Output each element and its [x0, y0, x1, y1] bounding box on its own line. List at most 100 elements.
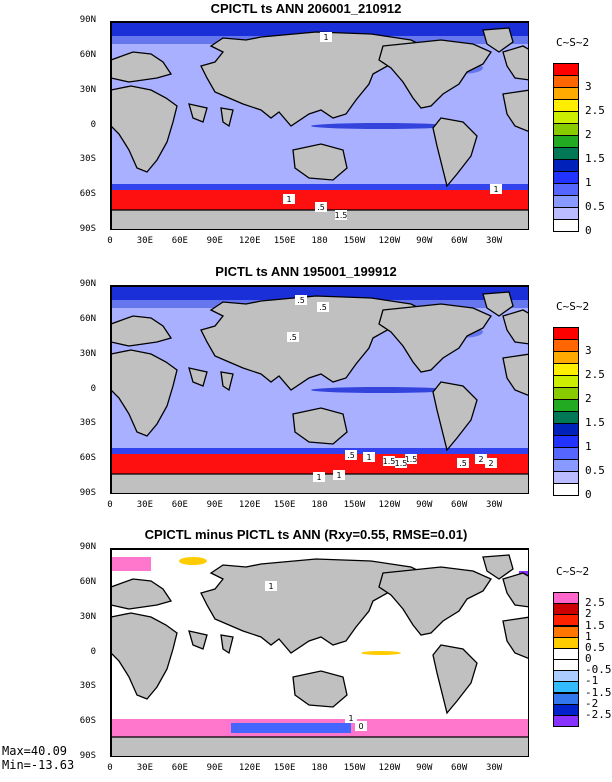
arctic-band	[111, 286, 528, 300]
x-tick-label: 60W	[451, 763, 468, 773]
contour-label-text: 1.5	[395, 459, 408, 468]
units-label: C~S~2	[556, 300, 590, 313]
colorbar-label: 1.5	[585, 618, 605, 632]
contour-label: .5	[295, 295, 307, 305]
contour-label-box	[363, 452, 375, 462]
colorbar-label: -2.5	[585, 707, 612, 721]
land-mass-2	[502, 45, 528, 81]
y-tick-label: 90N	[79, 15, 96, 25]
y-tick-label: 30S	[79, 154, 96, 165]
contour-label: .5	[287, 332, 299, 342]
equatorial-tongue	[311, 387, 451, 393]
contour-label-box	[313, 472, 325, 482]
contour-label-box	[405, 454, 417, 464]
frame-rect	[111, 549, 528, 756]
land-mass-5	[188, 367, 208, 387]
y-tick-label: 30N	[79, 84, 96, 95]
contour-label-box	[315, 202, 327, 212]
y-tick-label: 0	[90, 383, 96, 394]
contour-label-text: 2	[478, 455, 483, 464]
x-tick-label: 150E	[273, 236, 296, 246]
land-mass-1	[111, 578, 173, 610]
y-tick-label: 60N	[79, 576, 96, 587]
land-mass-11	[111, 736, 528, 756]
contour-label-box	[383, 456, 395, 466]
land-mass-3	[111, 349, 178, 437]
contour-label-text: 1	[316, 473, 321, 482]
land-mass-5	[188, 630, 208, 650]
land-mass-1	[111, 51, 173, 83]
map-svg: .5.5.5.5 1 1.5 1.51 11.5 2.5 2	[111, 286, 528, 493]
y-tick-label: 30S	[79, 681, 96, 692]
colorbar-label: 0.5	[585, 464, 605, 477]
colorbar-label: 3	[585, 80, 592, 93]
southern-ocean-edge	[111, 448, 528, 454]
y-tick-label: 0	[90, 119, 96, 130]
contour-label-text: 1	[286, 195, 291, 204]
contour-label-box	[345, 713, 357, 723]
panel-title: CPICTL ts ANN 206001_210912	[210, 1, 402, 16]
x-tick-label: 120W	[378, 763, 401, 773]
contour-label-box	[345, 450, 357, 460]
contour-label-text: .5	[347, 451, 355, 460]
y-tick-label: 30N	[79, 611, 96, 622]
x-tick-label: 120W	[378, 236, 401, 246]
southern-diff-neg	[231, 723, 351, 733]
y-tick-label: 90S	[79, 224, 96, 234]
southern-ocean-edge	[111, 184, 528, 190]
x-tick-label: 90E	[206, 236, 223, 246]
contour-label: 1.5	[405, 454, 417, 464]
contour-label: 2	[485, 458, 497, 468]
contour-label: 1	[320, 32, 332, 42]
y-tick-label: 90S	[79, 488, 96, 498]
equatorial-diff	[361, 651, 401, 655]
land-mass-9	[482, 27, 514, 53]
x-tick-label: 0	[107, 236, 113, 246]
contour-label-text: 1.5	[335, 211, 348, 220]
contour-label-box	[490, 184, 502, 194]
colorbar-label: -2	[585, 696, 599, 710]
x-tick-label: 90W	[416, 236, 433, 246]
x-tick-label: 60E	[171, 763, 188, 773]
contour-label-text: .5	[297, 296, 305, 305]
x-tick-label: 90E	[206, 500, 223, 510]
land-mass-8	[378, 566, 492, 636]
y-tick-label: 60N	[79, 313, 96, 324]
colorbar-label: 2	[585, 607, 592, 621]
contour-label-text: .5	[459, 459, 467, 468]
colorbar-label: -0.5	[585, 663, 612, 677]
x-tick-label: 60E	[171, 500, 188, 510]
contour-label-box	[320, 32, 332, 42]
panel-title: CPICTL minus PICTL ts ANN (Rxy=0.55, RMS…	[144, 527, 468, 542]
y-tick-label: 90N	[79, 542, 96, 552]
colorbar-swatch	[553, 219, 579, 232]
y-tick-label: 60S	[79, 453, 96, 464]
contour-label-text: 1.5	[383, 457, 396, 466]
contour-label: 1.5	[383, 456, 396, 466]
arctic-band	[111, 22, 528, 36]
colorbar-label: 1.5	[585, 416, 605, 429]
colorbar-label: 0	[585, 488, 592, 501]
colorbar-label: 2	[585, 392, 592, 405]
units-label: C~S~2	[556, 565, 590, 578]
x-tick-label: 30E	[136, 763, 154, 773]
x-tick-label: 150E	[273, 763, 296, 773]
map-area: 1 1.5 1.5 1	[110, 21, 529, 230]
arctic-diff-pos	[111, 557, 151, 571]
x-tick-label: 150W	[343, 236, 366, 246]
southern-ocean-band	[111, 190, 528, 210]
land-mass-1	[111, 315, 173, 347]
contour-label: .5	[345, 450, 357, 460]
colorbar-label: 2.5	[585, 104, 605, 117]
y-tick-label: 30S	[79, 418, 96, 429]
southern-ocean-band	[111, 454, 528, 474]
x-tick-label: 30W	[485, 763, 503, 773]
y-tick-label: 90S	[79, 751, 96, 761]
land-mass-9	[482, 554, 514, 580]
equatorial-tongue	[311, 123, 451, 129]
contour-label: .5	[315, 202, 327, 212]
land-mass-9	[482, 291, 514, 317]
map-frame	[111, 286, 528, 493]
stats-text: Max=40.09 Min=-13.63	[2, 744, 74, 772]
x-tick-label: 0	[107, 500, 113, 510]
